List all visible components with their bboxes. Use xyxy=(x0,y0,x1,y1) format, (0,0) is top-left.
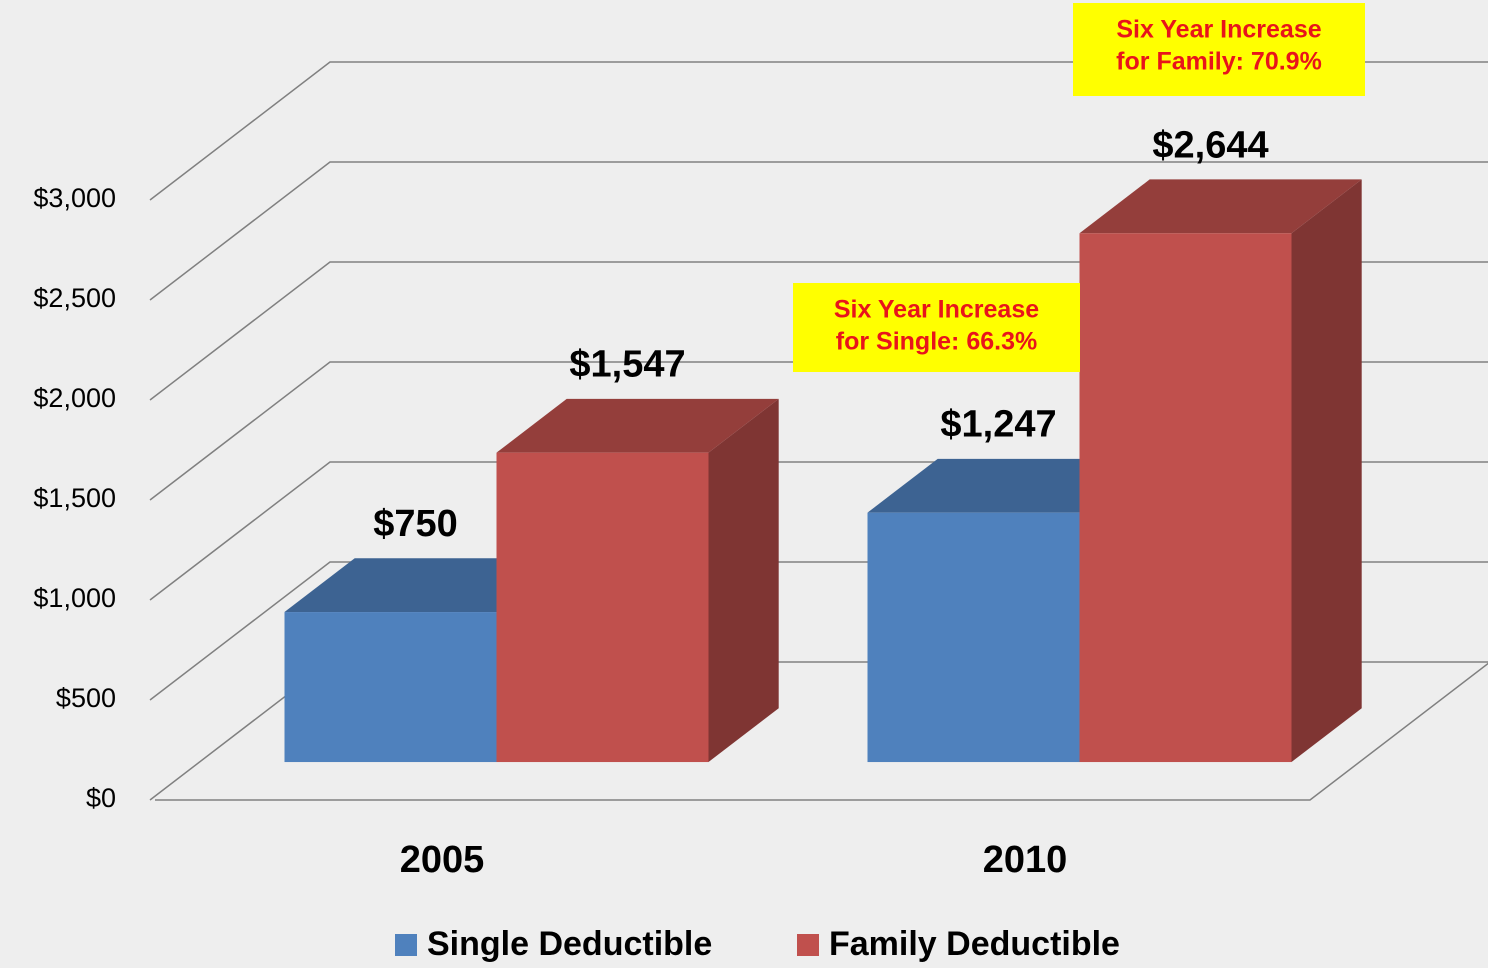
bar-side xyxy=(708,398,779,763)
value-label: $1,547 xyxy=(569,344,685,386)
annotation-text: Six Year Increase xyxy=(1116,16,1321,44)
bar xyxy=(867,512,1080,763)
x-tick-label: 2005 xyxy=(400,839,485,881)
y-tick-label: $3,000 xyxy=(33,183,116,213)
bar xyxy=(496,452,709,763)
annotation-box xyxy=(793,283,1080,372)
y-tick-label: $1,500 xyxy=(33,483,116,513)
legend-swatch xyxy=(797,934,819,956)
bar xyxy=(1079,233,1292,763)
bar xyxy=(284,612,497,763)
bar-top xyxy=(867,458,1150,513)
bar-top xyxy=(284,558,567,613)
annotation-text: for Single: 66.3% xyxy=(836,328,1037,356)
annotation-text: Six Year Increase xyxy=(834,296,1039,324)
y-tick-label: $500 xyxy=(56,683,116,713)
x-tick-label: 2010 xyxy=(983,839,1068,881)
legend-swatch xyxy=(395,934,417,956)
y-tick-label: $0 xyxy=(86,783,116,813)
legend-label: Single Deductible xyxy=(427,925,712,963)
floor-edge xyxy=(155,662,1488,801)
y-tick-label: $2,000 xyxy=(33,383,116,413)
annotation-text: for Family: 70.9% xyxy=(1116,48,1322,76)
bar-top xyxy=(1079,179,1362,234)
annotation-box xyxy=(1073,3,1365,96)
bar-side xyxy=(1291,179,1362,763)
legend-label: Family Deductible xyxy=(829,925,1120,963)
y-tick-label: $2,500 xyxy=(33,283,116,313)
bar-top xyxy=(496,398,779,453)
value-label: $750 xyxy=(373,503,458,545)
grid-line xyxy=(149,161,1488,301)
value-label: $2,644 xyxy=(1152,124,1268,166)
y-tick-label: $1,000 xyxy=(33,583,116,613)
value-label: $1,247 xyxy=(940,404,1056,446)
